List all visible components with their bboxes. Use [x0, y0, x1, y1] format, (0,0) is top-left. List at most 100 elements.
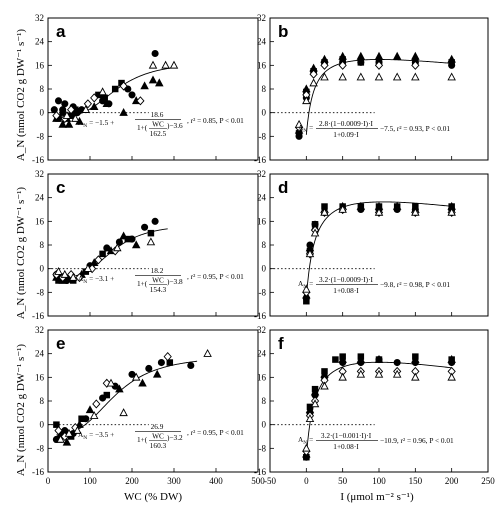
y-tick-label: -8: [259, 131, 267, 141]
equation-stats: −10.9, r² = 0.96, P < 0.01: [380, 436, 454, 445]
data-point-circle: [128, 91, 136, 99]
data-point-triangle: [138, 378, 147, 387]
data-point-triangle: [310, 228, 320, 237]
data-point-triangle: [356, 369, 366, 378]
data-point-triangle: [119, 408, 128, 417]
plot-frame: [269, 173, 489, 317]
data-point-triangle: [447, 207, 456, 216]
equation-stats: , r² = 0.85, P < 0.01: [187, 116, 244, 125]
equation: AN = 2.8·(1−0.0009·I)·I 1+0.09·I −7.5, r² =…: [298, 119, 450, 139]
x-tick-label: 200: [125, 476, 139, 486]
y-tick-label: 24: [35, 193, 45, 203]
y-tick-label: 8: [40, 240, 45, 250]
equation-numerator: 18.6: [151, 110, 164, 119]
data-point-triangle: [392, 51, 402, 60]
data-point-triangle: [374, 51, 384, 60]
y-tick-label: -16: [32, 155, 44, 165]
panel-b: -16 -8 0 8 16 24 32 AN = 2.8·(1−0.0009·I)·I 1+0.0…: [254, 13, 489, 165]
y-tick-label: -16: [254, 467, 266, 477]
data-point-square: [101, 94, 108, 102]
y-tick-label: -16: [254, 155, 266, 165]
data-point-square: [412, 353, 419, 360]
data-point-square: [393, 203, 401, 210]
y-tick-label: -8: [259, 443, 267, 453]
data-point-square: [321, 368, 328, 375]
data-point-diamond: [163, 352, 172, 362]
equation-numerator: 18.2: [151, 266, 164, 275]
data-point-triangle: [98, 87, 107, 96]
data-point-diamond: [119, 81, 128, 91]
y-tick-label: 32: [257, 169, 266, 179]
data-point-square: [166, 359, 174, 366]
equation-stats: −9.8, r² = 0.98, P < 0.01: [380, 280, 450, 289]
data-point-diamond: [309, 69, 318, 79]
y-tick-label: 8: [262, 84, 267, 94]
equation-stats: −7.5, r² = 0.93, P < 0.01: [380, 124, 450, 133]
data-point-triangle: [106, 378, 116, 387]
equation-prefix: =: [307, 435, 313, 444]
data-point-triangle: [374, 207, 384, 216]
data-point-triangle: [85, 405, 95, 414]
equation-denominator-top: WC: [152, 276, 164, 285]
equation-numerator: 2.8·(1−0.0009·I)·I: [319, 119, 374, 128]
series-triangle-open: [54, 237, 156, 281]
data-point-square: [448, 59, 455, 66]
x-tick-label: 300: [167, 476, 181, 486]
y-tick-label: -8: [37, 287, 45, 297]
data-point-square: [103, 391, 111, 399]
panel-label: c: [56, 178, 65, 197]
x-tick-label: 0: [304, 476, 309, 486]
equation-lhs-subscript: N: [83, 279, 87, 285]
equation-lhs-subscript: N: [83, 123, 87, 129]
data-point-triangle: [161, 60, 170, 69]
data-point-circle: [103, 244, 111, 252]
y-tick-label: 24: [35, 349, 45, 359]
y-tick-label: 0: [262, 420, 267, 430]
data-point-triangle: [155, 78, 164, 87]
data-point-square: [357, 353, 365, 360]
data-point-triangle: [83, 264, 93, 272]
y-tick-label: 8: [40, 84, 45, 94]
data-point-square: [59, 109, 66, 116]
data-point-triangle: [320, 72, 329, 81]
data-point-triangle: [64, 119, 74, 128]
panel-label: a: [56, 22, 66, 41]
data-point-triangle: [113, 243, 122, 252]
data-point-diamond: [320, 60, 329, 70]
data-point-diamond: [90, 93, 99, 103]
y-tick-label: 16: [257, 60, 267, 70]
data-point-triangle: [146, 237, 156, 246]
data-point-triangle: [338, 204, 347, 213]
equation-prefix: =: [307, 123, 313, 132]
data-point-circle: [115, 238, 123, 246]
data-point-triangle: [320, 381, 329, 390]
data-point-triangle: [374, 369, 384, 378]
panel-c: -16 -8 0 8 16 24 32 AN = −3.1 + 18.21+(WC154.3)−…: [32, 169, 259, 321]
data-point-triangle: [140, 81, 149, 90]
equation-lhs-symbol: A: [298, 123, 304, 132]
y-tick-label: -16: [32, 311, 44, 321]
data-point-square: [53, 421, 60, 428]
data-point-triangle: [302, 443, 311, 452]
data-point-circle: [50, 106, 58, 114]
x-tick-label: 250: [481, 476, 495, 486]
data-point-triangle: [411, 207, 420, 216]
data-point-triangle: [294, 119, 304, 128]
y-tick-label: -8: [37, 443, 45, 453]
y-axis-label-bottom: A_N (nmol CO2 g DW⁻¹ s⁻¹): [15, 344, 27, 477]
plot-frame: [47, 17, 259, 161]
data-point-triangle: [119, 108, 128, 116]
y-tick-label: 16: [35, 372, 45, 382]
equation-exponent: )−3.2: [167, 433, 183, 442]
series-diamond-open: [54, 352, 172, 442]
fit-curve: [56, 360, 198, 436]
x-axis-label-light: I (μmol m⁻² s⁻¹): [340, 491, 414, 503]
equation-denominator-lead: 1+(: [137, 123, 148, 132]
data-point-square: [124, 235, 132, 243]
equation-stats: , r² = 0.95, P < 0.01: [187, 272, 244, 281]
data-point-triangle: [310, 399, 320, 408]
data-point-triangle: [447, 372, 456, 381]
y-tick-label: 0: [262, 264, 267, 274]
